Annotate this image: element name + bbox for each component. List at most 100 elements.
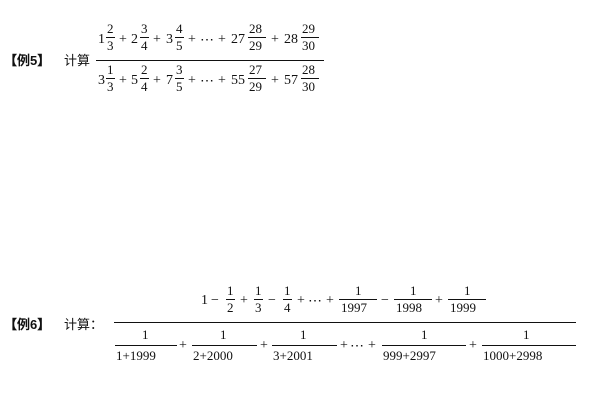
plus-sign: + [119,32,127,47]
minus-sign: − [381,293,389,308]
fraction-bar [115,345,177,346]
fraction-bar [140,78,149,79]
fraction-bar [175,37,184,38]
fraction-denominator: 29 [249,79,262,94]
plus-sign: + [119,73,127,88]
mixed-whole: 3 [166,32,173,47]
fraction-denominator: 3+2001 [273,348,313,363]
plus-sign: + [340,338,348,353]
fraction-denominator: 1+1999 [116,348,156,363]
fraction-numerator: 28 [302,62,315,77]
fraction-bar [175,78,184,79]
mixed-whole: 28 [284,32,298,47]
ellipsis: ⋯ [200,74,214,89]
fraction-bar [394,299,432,300]
example-6-main-fraction-bar [114,322,576,323]
plus-sign: + [326,293,334,308]
plus-sign: + [271,32,279,47]
fraction-denominator: 5 [176,38,183,53]
example-6-calc-word: 计算： [64,317,104,332]
fraction-numerator: 1 [355,283,362,298]
minus-sign: − [268,293,276,308]
fraction-denominator: 1999 [450,300,476,315]
fraction-numerator: 1 [464,283,471,298]
fraction-bar [301,78,319,79]
fraction-bar [248,37,266,38]
fraction-bar [254,299,263,300]
fraction-denominator: 4 [141,38,148,53]
plus-sign: + [218,73,226,88]
fraction-numerator: 29 [302,21,315,36]
mixed-whole: 1 [98,32,105,47]
fraction-numerator: 1 [421,327,428,342]
fraction-numerator: 1 [523,327,530,342]
mixed-whole: 2 [131,32,138,47]
fraction-denominator: 999+2997 [383,348,436,363]
fraction-denominator: 1998 [396,300,422,315]
fraction-bar [448,299,486,300]
minus-sign: − [211,293,219,308]
fraction-numerator: 1 [227,283,234,298]
fraction-numerator: 2 [107,21,114,36]
mixed-whole: 27 [231,32,245,47]
fraction-numerator: 1 [220,327,227,342]
fraction-denominator: 30 [302,38,315,53]
plus-sign: + [153,32,161,47]
ellipsis: ⋯ [200,33,214,48]
mixed-whole: 7 [166,73,173,88]
plus-sign: + [368,338,376,353]
fraction-bar [339,299,377,300]
mixed-whole: 3 [98,73,105,88]
plus-sign: + [218,32,226,47]
fraction-bar [248,78,266,79]
fraction-bar [382,345,466,346]
ellipsis: ⋯ [308,294,322,309]
plus-sign: + [271,73,279,88]
fraction-denominator: 3 [107,79,114,94]
example-5-label: 【例5】 [4,53,51,68]
fraction-numerator: 27 [249,62,262,77]
fraction-denominator: 2+2000 [193,348,233,363]
fraction-bar [106,37,115,38]
fraction-numerator: 1 [107,62,114,77]
example-6-label: 【例6】 [4,317,51,332]
mixed-whole: 57 [284,73,298,88]
fraction-denominator: 3 [255,300,262,315]
fraction-denominator: 2 [227,300,234,315]
fraction-denominator: 29 [249,38,262,53]
fraction-denominator: 1000+2998 [483,348,543,363]
plus-sign: + [260,338,268,353]
fraction-bar [301,37,319,38]
fraction-numerator: 28 [249,21,262,36]
fraction-numerator: 1 [255,283,262,298]
example-5-main-fraction-bar [96,60,324,61]
fraction-numerator: 2 [141,62,148,77]
plus-sign: + [240,293,248,308]
one: 1 [201,293,208,308]
fraction-denominator: 30 [302,79,315,94]
fraction-denominator: 4 [141,79,148,94]
fraction-numerator: 4 [176,21,183,36]
fraction-bar [226,299,235,300]
fraction-numerator: 3 [141,21,148,36]
example-5-calc-word: 计算 [64,53,91,68]
plus-sign: + [297,293,305,308]
plus-sign: + [435,293,443,308]
fraction-denominator: 1997 [341,300,367,315]
plus-sign: + [469,338,477,353]
fraction-bar [482,345,576,346]
fraction-bar [192,345,257,346]
fraction-denominator: 4 [284,300,291,315]
plus-sign: + [179,338,187,353]
mixed-whole: 5 [131,73,138,88]
fraction-bar [283,299,292,300]
fraction-bar [140,37,149,38]
fraction-denominator: 5 [176,79,183,94]
fraction-numerator: 1 [284,283,291,298]
fraction-bar [272,345,337,346]
ellipsis: ⋯ [350,339,364,354]
fraction-numerator: 1 [142,327,149,342]
fraction-denominator: 3 [107,38,114,53]
fraction-numerator: 3 [176,62,183,77]
plus-sign: + [188,32,196,47]
